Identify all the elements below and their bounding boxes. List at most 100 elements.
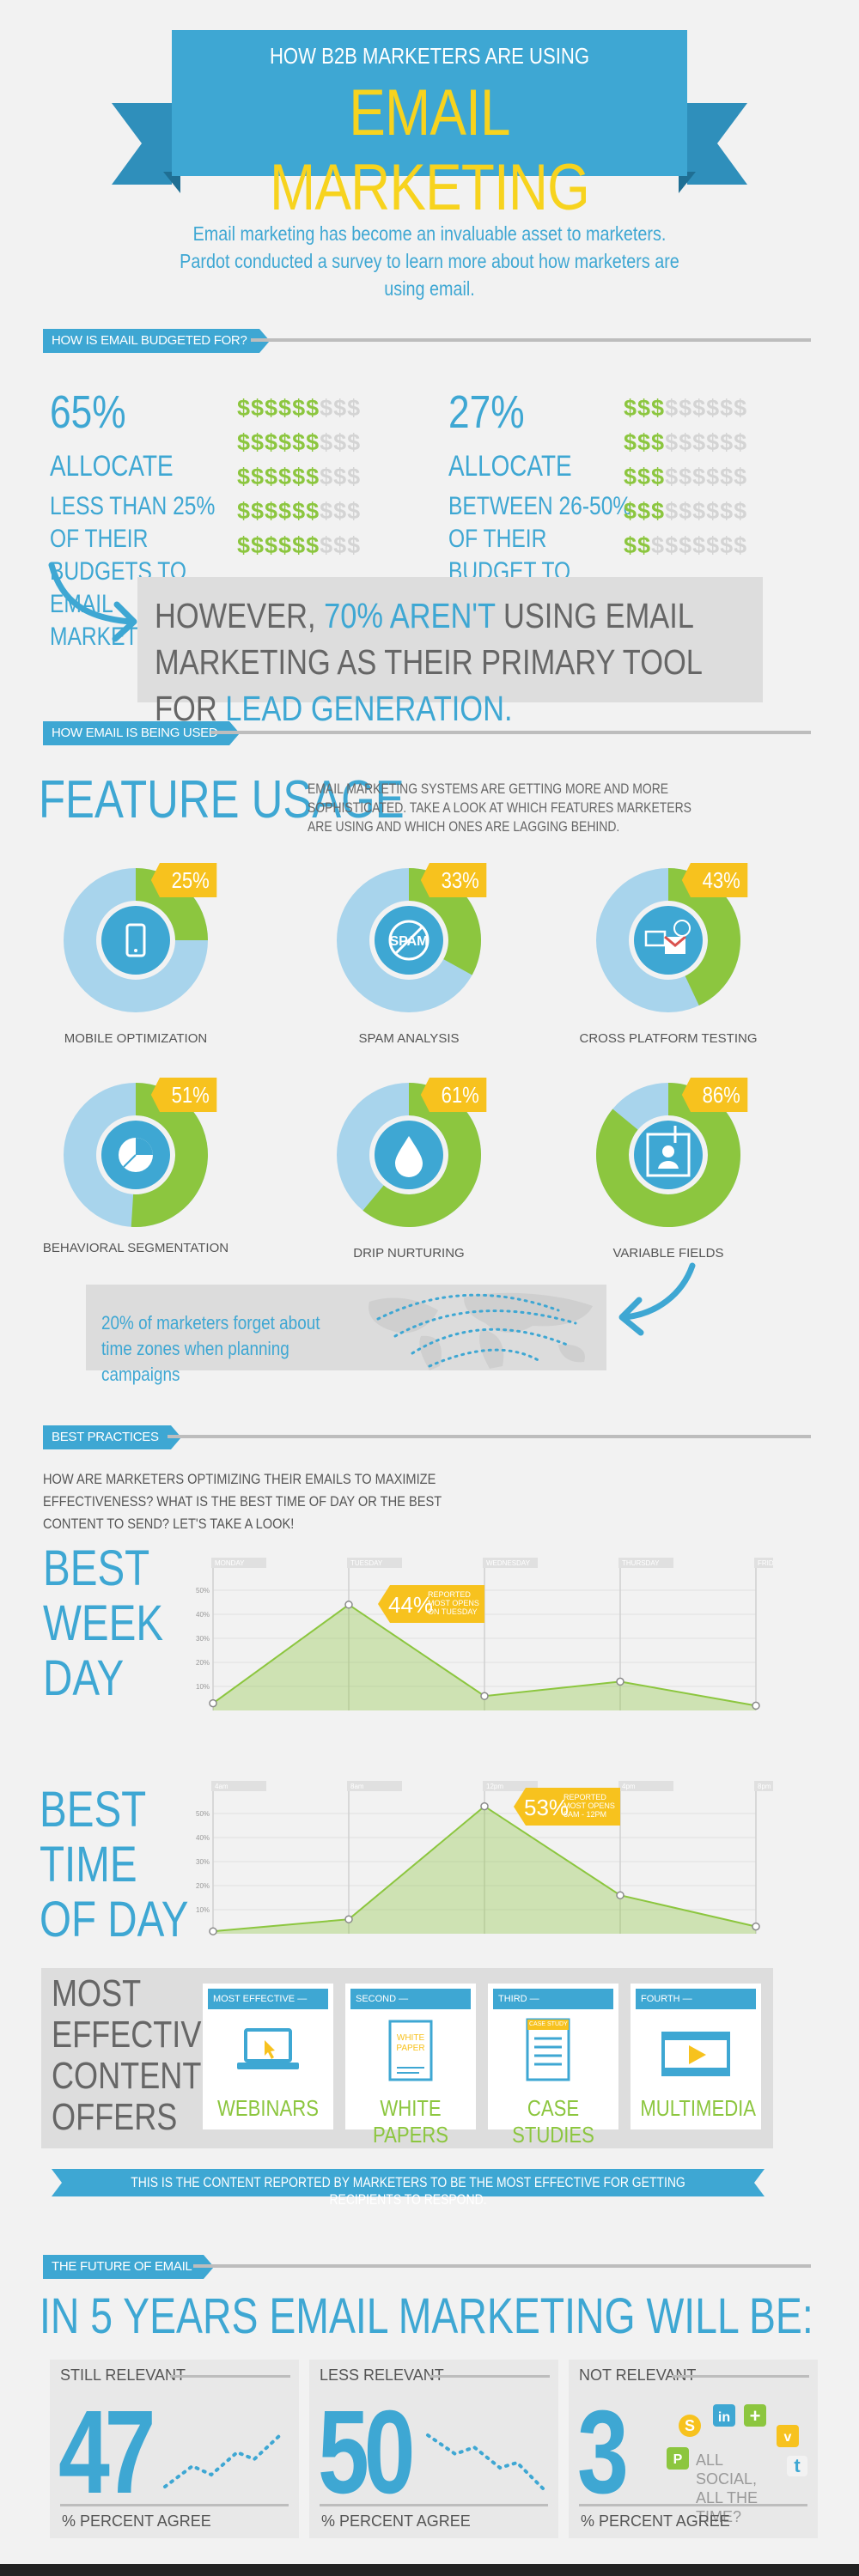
offer-rank: FOURTH — [636,1989,756,2009]
data-point [616,1677,624,1686]
dollar-row: $$$$$$$$$ [237,464,362,489]
y-tick-label: 50% [196,1810,210,1818]
spam-icon-text: SPAM [389,934,428,949]
week-callout-text: REPORTED MOST OPENS ON TUESDAY [428,1590,479,1616]
donut-slice [596,1083,740,1227]
section-divider [193,2264,811,2268]
y-tick-label: 20% [196,1659,210,1667]
category-tab [347,1558,402,1568]
trend-down-icon [426,2433,545,2490]
offer-card-webinars: MOST EFFECTIVE — WEBINARS [203,1984,333,2129]
svg-text:+: + [750,2405,761,2427]
title-line: OFFERS [52,2096,178,2138]
category-tab [754,1781,773,1791]
section-tag-best-practices: BEST PRACTICES [43,1425,181,1449]
budget-left-word: ALLOCATE [50,450,174,483]
donut-label: MOBILE OPTIMIZATION [64,1031,208,1046]
title-line: WEEK [43,1595,164,1651]
best-week-day-chart: 50% 40% 30% 20% 10% MONDAY TUESDAY WEDNESDAY THU… [196,1558,773,1710]
future-card-foot: % PERCENT AGREE [321,2512,471,2530]
divider [430,2375,550,2378]
donut-center [101,906,170,975]
offer-name: WHITE PAPERS [372,2095,449,2148]
offer-card-white-papers: SECOND — WHITE PAPER WHITE PAPERS [345,1984,476,2148]
future-title: IN 5 YEARS EMAIL MARKETING WILL BE: [40,2288,813,2344]
donut-pct-badge: 43% [681,863,748,897]
category-tab [347,1781,402,1791]
data-point [209,1698,217,1708]
header-title: EMAIL MARKETING [270,76,590,224]
title-line: BEST [43,1540,150,1596]
callout-highlight: 70% AREN'T [324,596,496,635]
callout-shape [514,1788,620,1826]
dollar-row: $$$$$$$$$ [624,464,748,489]
drop-icon [395,1136,423,1177]
phone-icon [125,923,146,957]
divider [672,2375,809,2378]
donut-spam-analysis: SPAM SPAM ANALYSIS [314,854,503,1060]
section-divider [210,731,811,734]
best-practices-description: HOW ARE MARKETERS OPTIMIZING THEIR EMAIL… [43,1471,442,1532]
donut-pct-badge: 25% [150,863,217,897]
section-tag-budget: HOW IS EMAIL BUDGETED FOR? [43,329,270,353]
section-tag-usage: HOW EMAIL IS BEING USED [43,721,241,745]
best-time-title: BEST TIME OF DAY [40,1783,189,1947]
divider [579,2504,807,2506]
svg-text:P: P [673,2452,683,2467]
callout-shape [378,1585,484,1623]
donut-pct-badge: 51% [150,1078,217,1112]
offer-name: WEBINARS [217,2095,319,2121]
offers-footer-text: THIS IS THE CONTENT REPORTED BY MARKETER… [131,2174,685,2208]
data-point [480,1801,489,1811]
white-paper-icon [388,2020,433,2081]
offer-name: MULTIMEDIA [640,2095,757,2121]
header-kicker: HOW B2B MARKETERS ARE USING [269,43,590,69]
data-point [752,1701,760,1710]
future-card-value: 47 [58,2386,155,2518]
future-card-head: LESS RELEVANT [320,2366,444,2384]
category-tab [211,1781,266,1791]
y-tick-label: 10% [196,1683,210,1691]
donut-label: SPAM ANALYSIS [358,1031,460,1046]
dollar-row: $$$$$$$$$ [624,498,748,524]
white-paper-icon-text: WHITE PAPER [396,2033,425,2053]
budget-left-pct: 65% [50,386,126,438]
section-tag-future: THE FUTURE OF EMAIL [43,2255,216,2279]
donut-label: CROSS PLATFORM TESTING [579,1031,758,1046]
budget-right-word: ALLOCATE [448,450,572,483]
dollar-row: $$$$$$$$$ [624,429,748,455]
x-tick-label: WEDNESDAY [486,1559,531,1567]
case-study-icon-text: CASE STUDY [529,2021,568,2027]
callout-highlight: LEAD GENERATION. [225,689,513,728]
x-tick-label: 4pm [622,1783,636,1790]
header-intro: Email marketing has become an invaluable… [180,222,679,300]
dollar-row: $$$$$$$$$ [237,429,362,455]
title-line: TIME [40,1837,137,1893]
case-study-icon [526,2018,570,2081]
divider [170,2375,290,2378]
title-line: DAY [43,1650,125,1706]
y-tick-label: 40% [196,1834,210,1842]
banner-ribbon [112,30,747,193]
donut-slice [362,1083,481,1227]
callout-text: HOWEVER, [155,596,316,635]
svg-text:in: in [718,2410,730,2425]
x-tick-label: TUESDAY [350,1559,383,1567]
donut-pct-badge: 33% [420,863,487,897]
week-callout-pct: 44% [388,1592,434,1618]
donut-drip-nurturing: DRIP NURTURING [314,1069,503,1275]
donut-slice [131,1083,208,1227]
donut-ring [64,1083,208,1227]
future-card-less-relevant: LESS RELEVANT 50 % PERCENT AGREE [309,2360,558,2538]
donut-pct-badge: 61% [420,1078,487,1112]
future-card-foot: % PERCENT AGREE [581,2512,730,2530]
x-tick-label: 12pm [486,1783,503,1790]
section-divider [168,1435,811,1438]
content-offers-title: MOST EFFECTIVE CONTENT OFFERS [52,1973,222,2138]
spam-icon [388,920,430,961]
feature-usage-title: FEATURE USAGE [39,770,405,829]
y-tick-label: 30% [196,1858,210,1866]
donut-label: BEHAVIORAL SEGMENTATION [42,1241,229,1255]
y-tick-label: 40% [196,1611,210,1619]
offers-footer-ribbon: THIS IS THE CONTENT REPORTED BY MARKETER… [52,2169,765,2208]
